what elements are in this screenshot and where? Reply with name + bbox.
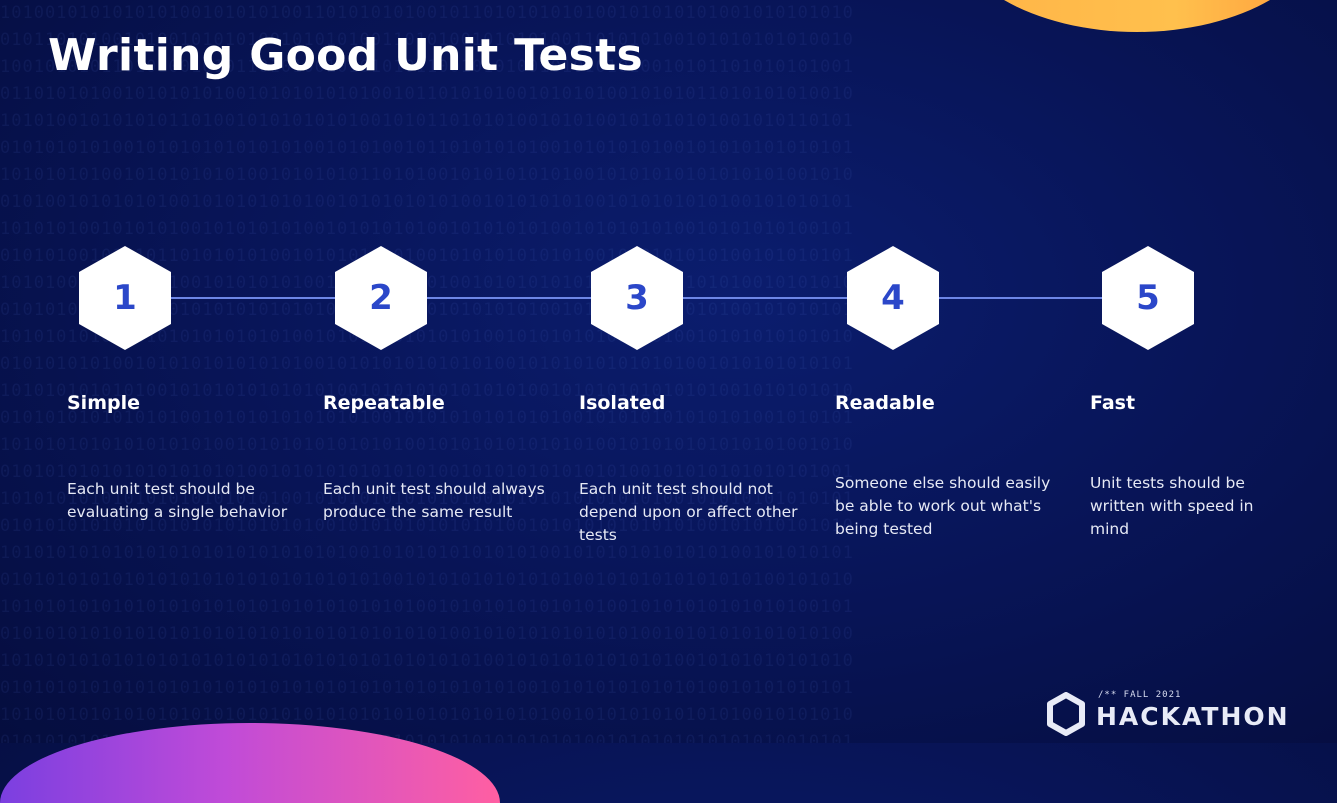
decorative-orange-blob: [947, 0, 1327, 32]
step-title: Isolated: [579, 392, 666, 414]
binary-background-pattern: 1010010101010101001010101001101010101001…: [0, 3, 854, 743]
step-description: Each unit test should always produce the…: [323, 480, 545, 521]
decorative-purple-blob: [0, 723, 500, 803]
step-number: 5: [1136, 278, 1160, 318]
step-title: Readable: [835, 392, 935, 414]
step-description: Someone else should easily be able to wo…: [835, 474, 1051, 538]
step-number: 1: [113, 278, 137, 318]
step-description: Each unit test should be evaluating a si…: [67, 480, 288, 521]
hackathon-logo: /** FALL 2021 HACKATHON: [1046, 688, 1291, 738]
hexagon-badge-icon: 4: [847, 246, 939, 350]
slide-title: Writing Good Unit Tests: [48, 30, 643, 81]
hexagon-badge-icon: 2: [335, 246, 427, 350]
step-title: Repeatable: [323, 392, 445, 414]
hexagon-badge-icon: 1: [79, 246, 171, 350]
logo-wordmark: HACKATHON: [1096, 702, 1290, 731]
step-number: 2: [369, 278, 393, 318]
logo-subtitle: /** FALL 2021: [1098, 690, 1182, 700]
step-description: Each unit test should not depend upon or…: [579, 480, 798, 544]
step-number: 3: [625, 278, 649, 318]
step-title: Simple: [67, 392, 140, 414]
step-title: Fast: [1090, 392, 1136, 414]
step-description: Unit tests should be written with speed …: [1090, 474, 1254, 538]
hexagon-badge-icon: 3: [591, 246, 683, 350]
step-number: 4: [881, 278, 905, 318]
hexagon-logo-icon: [1047, 692, 1085, 736]
hexagon-badge-icon: 5: [1102, 246, 1194, 350]
